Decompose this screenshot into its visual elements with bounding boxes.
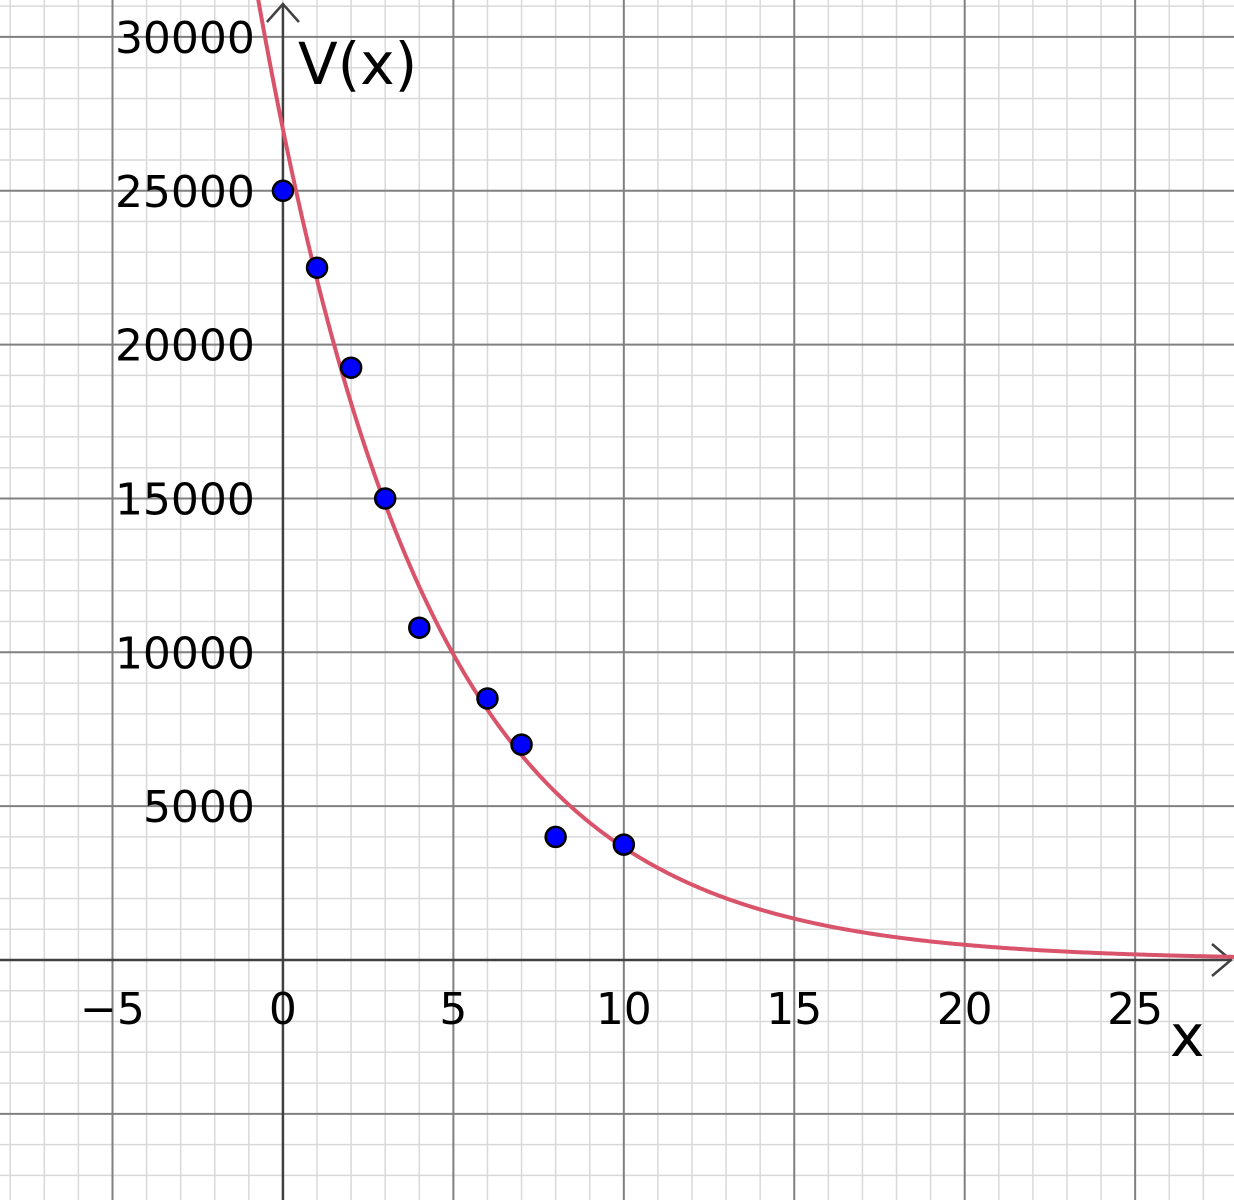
data-point — [305, 256, 329, 279]
y-tick-label: 10000 — [115, 628, 255, 679]
fit-curve-line — [256, 0, 1234, 959]
data-point — [510, 733, 533, 756]
tick-labels-layer: −5 0 5 10 15 20 25 5000 10000 15000 20000 25000 3000… — [80, 13, 1163, 1035]
y-tick-label: 20000 — [115, 321, 255, 372]
y-axis-label: V(x) — [298, 30, 417, 98]
y-tick-label: 30000 — [115, 13, 255, 64]
x-tick-label: 0 — [269, 984, 297, 1035]
data-point — [408, 616, 431, 639]
x-tick-label: 20 — [937, 984, 993, 1035]
fit-curve-layer — [256, 0, 1234, 959]
x-tick-label: 15 — [766, 984, 822, 1035]
data-point — [271, 179, 295, 203]
y-tick-label: 25000 — [115, 167, 255, 218]
data-point — [339, 356, 363, 379]
x-tick-label: 10 — [596, 984, 652, 1035]
data-points-layer — [271, 179, 636, 856]
x-tick-label: 5 — [439, 984, 467, 1035]
data-point — [544, 825, 567, 849]
x-tick-label: 25 — [1107, 984, 1163, 1035]
x-tick-label: −5 — [80, 984, 145, 1035]
y-axis-arrow-icon — [265, 2, 300, 23]
x-axis-label: x — [1170, 1002, 1204, 1070]
x-axis-arrow-icon — [1211, 943, 1233, 977]
data-point — [373, 487, 397, 510]
y-tick-label: 15000 — [115, 474, 255, 525]
data-point — [476, 687, 499, 710]
y-tick-label: 5000 — [143, 782, 255, 833]
data-point — [612, 833, 636, 856]
